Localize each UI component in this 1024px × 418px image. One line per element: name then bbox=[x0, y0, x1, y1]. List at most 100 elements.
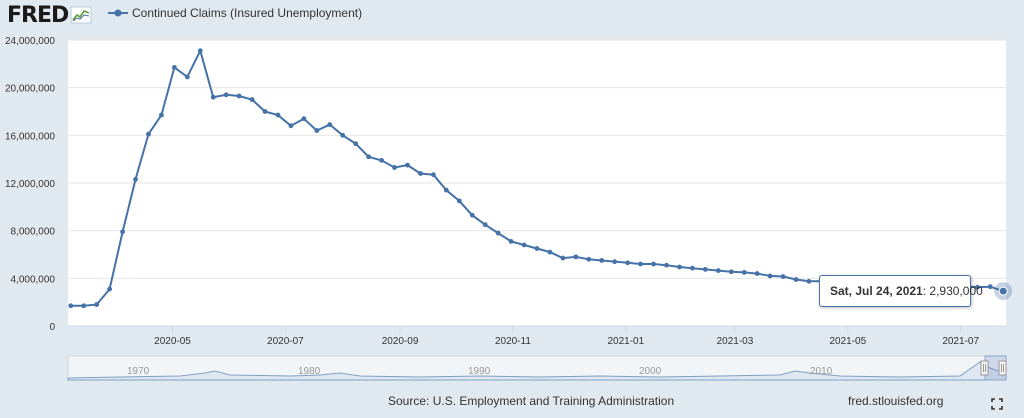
data-point[interactable] bbox=[197, 48, 203, 54]
navigator-tick-label: 2010 bbox=[810, 366, 833, 377]
data-point[interactable] bbox=[664, 262, 669, 268]
data-point[interactable] bbox=[651, 261, 656, 267]
data-point[interactable] bbox=[418, 171, 423, 176]
y-tick-label: 4,000,000 bbox=[11, 274, 56, 285]
x-tick-label: 2020-11 bbox=[495, 336, 531, 347]
data-point[interactable] bbox=[741, 269, 747, 275]
data-tooltip: Sat, Jul 24, 2021: 2,930,000 bbox=[819, 275, 983, 307]
data-point[interactable] bbox=[625, 260, 631, 266]
data-point[interactable] bbox=[146, 131, 151, 137]
data-point[interactable] bbox=[482, 222, 488, 228]
y-tick-label: 16,000,000 bbox=[5, 131, 55, 142]
data-point[interactable] bbox=[275, 112, 281, 118]
chart-legend[interactable]: Continued Claims (Insured Unemployment) bbox=[108, 6, 362, 20]
y-axis-labels: 0 4,000,000 8,000,000 12,000,000 16,000,000 2… bbox=[5, 36, 56, 333]
data-point[interactable] bbox=[495, 230, 501, 236]
data-point[interactable] bbox=[715, 268, 721, 273]
fullscreen-icon[interactable] bbox=[991, 398, 1003, 410]
data-point[interactable] bbox=[728, 269, 734, 275]
source-note: Source: U.S. Employment and Training Adm… bbox=[388, 394, 675, 408]
y-tick-label: 12,000,000 bbox=[5, 179, 55, 190]
data-point[interactable] bbox=[638, 261, 644, 267]
data-point[interactable] bbox=[223, 92, 229, 98]
data-point[interactable] bbox=[573, 254, 579, 260]
data-point[interactable] bbox=[133, 177, 138, 182]
data-point[interactable] bbox=[547, 249, 553, 255]
fred-logo[interactable]: FRED bbox=[7, 2, 92, 28]
data-point[interactable] bbox=[249, 97, 255, 102]
data-point[interactable] bbox=[780, 274, 786, 279]
x-tick-label: 2020-05 bbox=[154, 336, 191, 347]
data-point[interactable] bbox=[366, 154, 372, 160]
data-point[interactable] bbox=[974, 284, 980, 290]
data-point[interactable] bbox=[690, 265, 695, 271]
data-point[interactable] bbox=[599, 258, 605, 263]
navigator-tick-label: 1990 bbox=[468, 366, 491, 377]
x-tick-label: 2021-05 bbox=[829, 336, 866, 347]
data-point[interactable] bbox=[314, 128, 320, 133]
data-point[interactable] bbox=[508, 238, 514, 244]
data-point[interactable] bbox=[456, 198, 462, 204]
data-point[interactable] bbox=[806, 278, 812, 284]
data-point[interactable] bbox=[793, 277, 799, 282]
legend-series-marker-icon bbox=[108, 9, 128, 17]
navigator-axis-labels: 1970 1980 1990 2000 2010 bbox=[127, 366, 833, 377]
data-point[interactable] bbox=[68, 303, 74, 309]
fred-credit-link[interactable]: fred.stlouisfed.org bbox=[848, 394, 944, 408]
data-point[interactable] bbox=[392, 165, 397, 170]
x-tick-label: 2021-07 bbox=[942, 336, 979, 347]
data-point[interactable] bbox=[94, 302, 100, 307]
data-point[interactable] bbox=[469, 212, 475, 218]
data-point[interactable] bbox=[262, 109, 268, 114]
tooltip-date: Sat, Jul 24, 2021 bbox=[830, 284, 923, 298]
data-point[interactable] bbox=[586, 256, 592, 262]
data-point[interactable] bbox=[560, 255, 566, 261]
navigator-left-handle-icon[interactable] bbox=[980, 360, 989, 376]
data-point[interactable] bbox=[677, 264, 682, 270]
navigator-right-handle-icon[interactable] bbox=[998, 360, 1007, 376]
legend-series-label: Continued Claims (Insured Unemployment) bbox=[132, 6, 363, 20]
x-tick-label: 2021-01 bbox=[607, 336, 644, 347]
data-point[interactable] bbox=[236, 93, 242, 99]
data-point[interactable] bbox=[754, 271, 760, 276]
data-point[interactable] bbox=[107, 286, 113, 292]
data-point[interactable] bbox=[534, 246, 540, 251]
data-point[interactable] bbox=[987, 284, 993, 290]
data-point[interactable] bbox=[327, 122, 333, 128]
data-point[interactable] bbox=[81, 303, 87, 309]
data-point[interactable] bbox=[171, 65, 177, 70]
range-navigator[interactable]: 1970 1980 1990 2000 2010 bbox=[67, 355, 1007, 381]
data-point[interactable] bbox=[430, 172, 436, 178]
navigator-tick-label: 1980 bbox=[298, 366, 321, 377]
x-axis-ticks bbox=[68, 325, 1006, 332]
hover-point bbox=[998, 286, 1008, 296]
x-axis-labels: 2020-05 2020-07 2020-09 2020-11 2021-01 2021-… bbox=[154, 336, 979, 347]
data-point[interactable] bbox=[120, 229, 125, 235]
data-point[interactable] bbox=[521, 242, 527, 248]
hover-point-marker bbox=[994, 282, 1013, 301]
x-tick-label: 2020-07 bbox=[267, 336, 304, 347]
data-point[interactable] bbox=[288, 123, 294, 129]
data-point[interactable] bbox=[443, 187, 449, 193]
y-tick-label: 0 bbox=[49, 322, 55, 333]
x-tick-label: 2021-03 bbox=[717, 336, 754, 347]
y-tick-label: 8,000,000 bbox=[11, 227, 56, 238]
data-point[interactable] bbox=[210, 94, 216, 100]
navigator-tick-label: 2000 bbox=[639, 366, 662, 377]
data-point[interactable] bbox=[301, 116, 307, 122]
data-point[interactable] bbox=[159, 112, 164, 118]
data-point[interactable] bbox=[612, 259, 618, 265]
data-point[interactable] bbox=[405, 162, 410, 168]
data-point[interactable] bbox=[340, 132, 346, 138]
data-point[interactable] bbox=[767, 273, 773, 279]
y-tick-label: 24,000,000 bbox=[5, 36, 55, 47]
data-point[interactable] bbox=[379, 157, 384, 163]
data-point[interactable] bbox=[184, 74, 190, 80]
data-point[interactable] bbox=[353, 141, 359, 147]
data-point[interactable] bbox=[702, 266, 708, 272]
tooltip-separator: : bbox=[922, 284, 930, 298]
fred-logo-text: FRED bbox=[7, 2, 69, 28]
y-tick-label: 20,000,000 bbox=[5, 84, 55, 95]
x-tick-label: 2020-09 bbox=[382, 336, 419, 347]
chart-header: FRED Continued Claims (Insured Unemploym… bbox=[0, 0, 1024, 32]
